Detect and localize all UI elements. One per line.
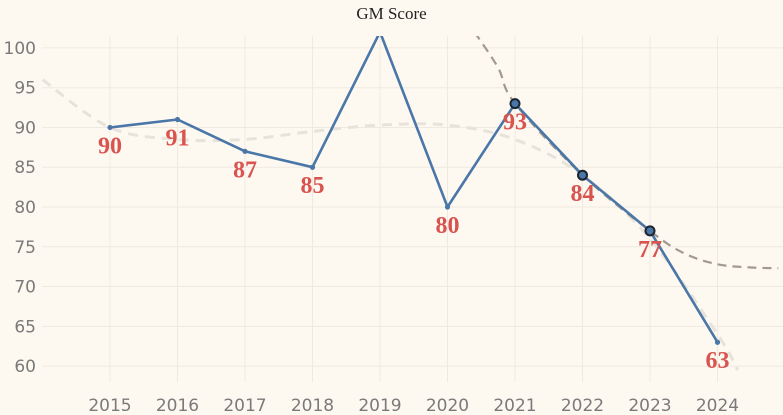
data-label: 85 [301, 173, 325, 199]
data-point-highlighted [644, 225, 656, 237]
y-tick-label: 60 [14, 357, 36, 377]
trend-line-dark [475, 36, 779, 270]
data-label: 80 [436, 213, 460, 239]
y-tick-label: 90 [14, 118, 36, 138]
y-tick-label: 80 [14, 198, 36, 218]
x-tick-label: 2018 [291, 396, 334, 415]
series-line [109, 36, 719, 343]
label-layer: 90 91 87 85 80 93 84 77 63 [98, 110, 730, 375]
data-point-highlighted [577, 169, 588, 181]
grid-layer [42, 36, 783, 382]
y-tick-label: 100 [4, 39, 36, 59]
y-tick-label: 70 [14, 278, 36, 298]
x-tick-label: 2019 [358, 396, 401, 415]
x-tick-label: 2020 [426, 396, 469, 415]
data-point [309, 164, 316, 170]
data-label: 87 [233, 157, 257, 183]
data-point [174, 116, 181, 123]
data-point [107, 124, 113, 131]
data-label: 63 [706, 348, 730, 374]
marker-layer [107, 98, 721, 345]
x-tick-label: 2024 [696, 396, 739, 415]
data-label: 77 [638, 237, 662, 263]
x-tick-label: 2017 [223, 396, 266, 415]
y-tick-label: 85 [14, 158, 36, 178]
data-label: 91 [166, 126, 190, 152]
y-tick-label: 75 [14, 238, 36, 258]
data-point [242, 148, 248, 154]
data-label: 84 [571, 181, 595, 207]
x-tick-label: 2023 [628, 396, 671, 415]
axis-layer: 60 65 70 75 80 85 90 95 100 2015 2016 2017 2018 2019 2… [4, 39, 740, 415]
x-tick-label: 2015 [88, 396, 131, 415]
line-layer [109, 36, 719, 343]
x-tick-label: 2016 [156, 396, 199, 415]
trend-layer [42, 36, 779, 371]
data-point [714, 339, 721, 345]
trend-line-light [42, 78, 740, 371]
y-tick-label: 65 [14, 317, 36, 337]
data-label: 90 [98, 133, 122, 159]
chart-title: GM Score [356, 4, 427, 23]
x-tick-label: 2021 [493, 396, 536, 415]
data-point-highlighted [509, 98, 521, 110]
x-tick-label: 2022 [561, 396, 604, 415]
y-tick-label: 95 [14, 79, 36, 99]
data-label: 93 [503, 110, 527, 136]
data-point [444, 204, 451, 210]
